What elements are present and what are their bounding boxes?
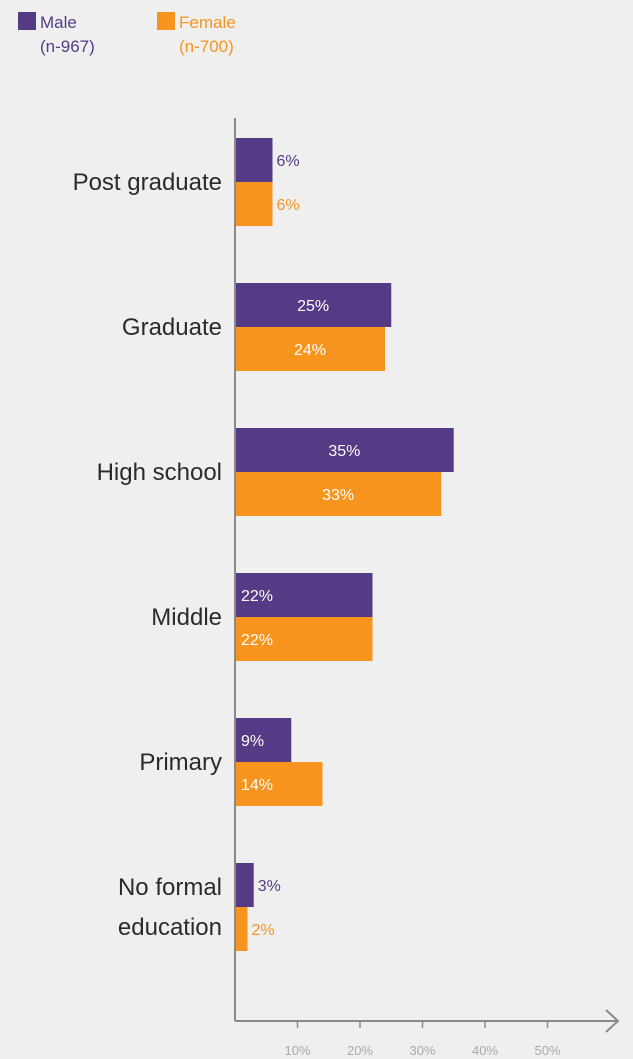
bar-female [235, 762, 323, 806]
x-tick-label: 50% [534, 1043, 560, 1058]
legend-count-female: (n-700) [179, 37, 234, 56]
bar-value-label: 2% [252, 922, 275, 939]
bar-female [235, 472, 442, 516]
bar-value-label: 35% [328, 443, 360, 460]
category-label: Post graduate [73, 169, 222, 196]
bar-value-label: 24% [294, 342, 326, 359]
x-axis-arrow-icon [605, 1009, 620, 1033]
bar-value-label: 25% [297, 298, 329, 315]
legend-count-male: (n-967) [40, 37, 95, 56]
x-tick-label: 10% [284, 1043, 310, 1058]
bar-value-label: 22% [241, 632, 273, 649]
category-label: Graduate [122, 314, 222, 341]
bar-male [235, 573, 373, 617]
legend-swatch-female [157, 12, 175, 30]
bar-female [235, 617, 373, 661]
legend-swatch-male [18, 12, 36, 30]
category-label: Primary [139, 749, 222, 776]
bar-male [235, 718, 292, 762]
bar-male [235, 283, 392, 327]
bar-value-label: 6% [277, 197, 300, 214]
legend-label-female: Female [179, 13, 236, 32]
bar-value-label: 14% [241, 777, 273, 794]
x-tick-label: 30% [409, 1043, 435, 1058]
bar-male [235, 138, 273, 182]
bar-male [235, 428, 454, 472]
bar-value-label: 3% [258, 878, 281, 895]
category-label: Middle [151, 604, 222, 631]
category-label: High school [97, 459, 222, 486]
bar-value-label: 6% [277, 153, 300, 170]
bar-value-label: 33% [322, 487, 354, 504]
x-tick-label: 40% [472, 1043, 498, 1058]
bar-female [235, 907, 248, 951]
bar-female [235, 327, 385, 371]
bar-value-label: 9% [241, 733, 264, 750]
category-label: education [118, 914, 222, 941]
legend-label-male: Male [40, 13, 77, 32]
bar-female [235, 182, 273, 226]
bar-male [235, 863, 254, 907]
x-tick-label: 20% [347, 1043, 373, 1058]
category-label: No formal [118, 874, 222, 901]
bar-value-label: 22% [241, 588, 273, 605]
